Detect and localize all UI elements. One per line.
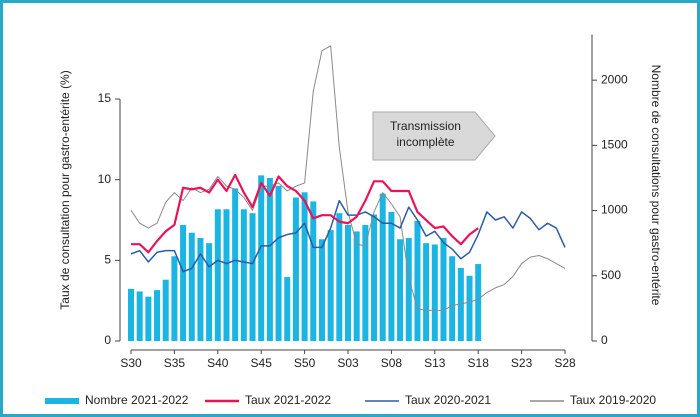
bar — [449, 256, 456, 341]
y2-axis-label: Nombre de consultations pour gastro-enté… — [649, 65, 663, 306]
x-tick-label: S03 — [337, 356, 359, 370]
bar — [388, 211, 395, 341]
y2-tick-label: 1000 — [601, 203, 628, 217]
bar — [188, 232, 195, 341]
bar — [431, 244, 438, 341]
bar — [345, 224, 351, 341]
x-tick-label: S28 — [554, 356, 576, 370]
bar — [136, 291, 143, 341]
legend-label: Taux 2019-2020 — [570, 393, 656, 407]
bar — [440, 237, 447, 341]
bar — [284, 277, 291, 341]
bar — [318, 239, 325, 341]
bar — [154, 290, 161, 341]
legend-swatch — [45, 398, 79, 404]
line — [130, 45, 566, 311]
bar — [275, 185, 282, 341]
bar — [371, 214, 378, 341]
x-tick-label: S35 — [164, 356, 186, 370]
x-tick-label: S23 — [511, 356, 533, 370]
bar — [327, 230, 334, 341]
bar — [301, 192, 308, 341]
x-tick-label: S45 — [251, 356, 273, 370]
x-tick-label: S08 — [381, 356, 403, 370]
x-tick-label: S50 — [294, 356, 316, 370]
x-tick-label: S40 — [207, 356, 229, 370]
bar — [223, 209, 230, 341]
y-tick-label: 0 — [104, 333, 111, 347]
y2-tick-label: 0 — [601, 333, 608, 347]
bar — [336, 213, 343, 341]
bar — [414, 221, 421, 341]
bar — [258, 175, 265, 341]
bar — [145, 296, 152, 341]
bar — [214, 209, 221, 341]
y-tick-label: 15 — [98, 91, 112, 105]
bar — [249, 213, 256, 341]
x-tick-label: S18 — [468, 356, 490, 370]
bar — [206, 243, 213, 341]
x-tick-label: S30 — [120, 356, 142, 370]
bar — [466, 275, 473, 341]
bar — [353, 231, 360, 341]
bar — [475, 264, 482, 341]
bar — [171, 256, 178, 341]
bar — [232, 188, 239, 341]
bar — [240, 209, 247, 341]
line — [131, 173, 479, 254]
y2-tick-label: 1500 — [601, 138, 628, 152]
bar — [310, 201, 317, 341]
bar — [197, 237, 204, 341]
bar — [162, 279, 169, 341]
bar — [292, 197, 299, 341]
bar — [457, 267, 464, 341]
annotation-box — [372, 111, 496, 161]
y-tick-label: 10 — [98, 172, 112, 186]
legend-label: Nombre 2021-2022 — [85, 393, 189, 407]
line — [130, 199, 566, 273]
legend-label: Taux 2021-2022 — [245, 393, 331, 407]
annotation: Transmission incomplète — [390, 119, 461, 149]
bar — [362, 224, 369, 341]
legend-label: Taux 2020-2021 — [405, 393, 491, 407]
x-tick-label: S13 — [424, 356, 446, 370]
annotation-holder: Transmission incomplète — [390, 119, 461, 149]
y2-tick-label: 2000 — [601, 72, 628, 86]
bar — [128, 288, 134, 341]
y-tick-label: 5 — [104, 253, 111, 267]
y2-tick-label: 500 — [601, 268, 621, 282]
bar — [266, 177, 273, 341]
bar — [397, 239, 404, 341]
bar — [405, 237, 412, 341]
y-axis-label: Taux de consultation pour gastro-entérit… — [58, 70, 72, 309]
bar — [180, 224, 187, 341]
bar — [379, 193, 386, 341]
bar — [423, 243, 430, 341]
